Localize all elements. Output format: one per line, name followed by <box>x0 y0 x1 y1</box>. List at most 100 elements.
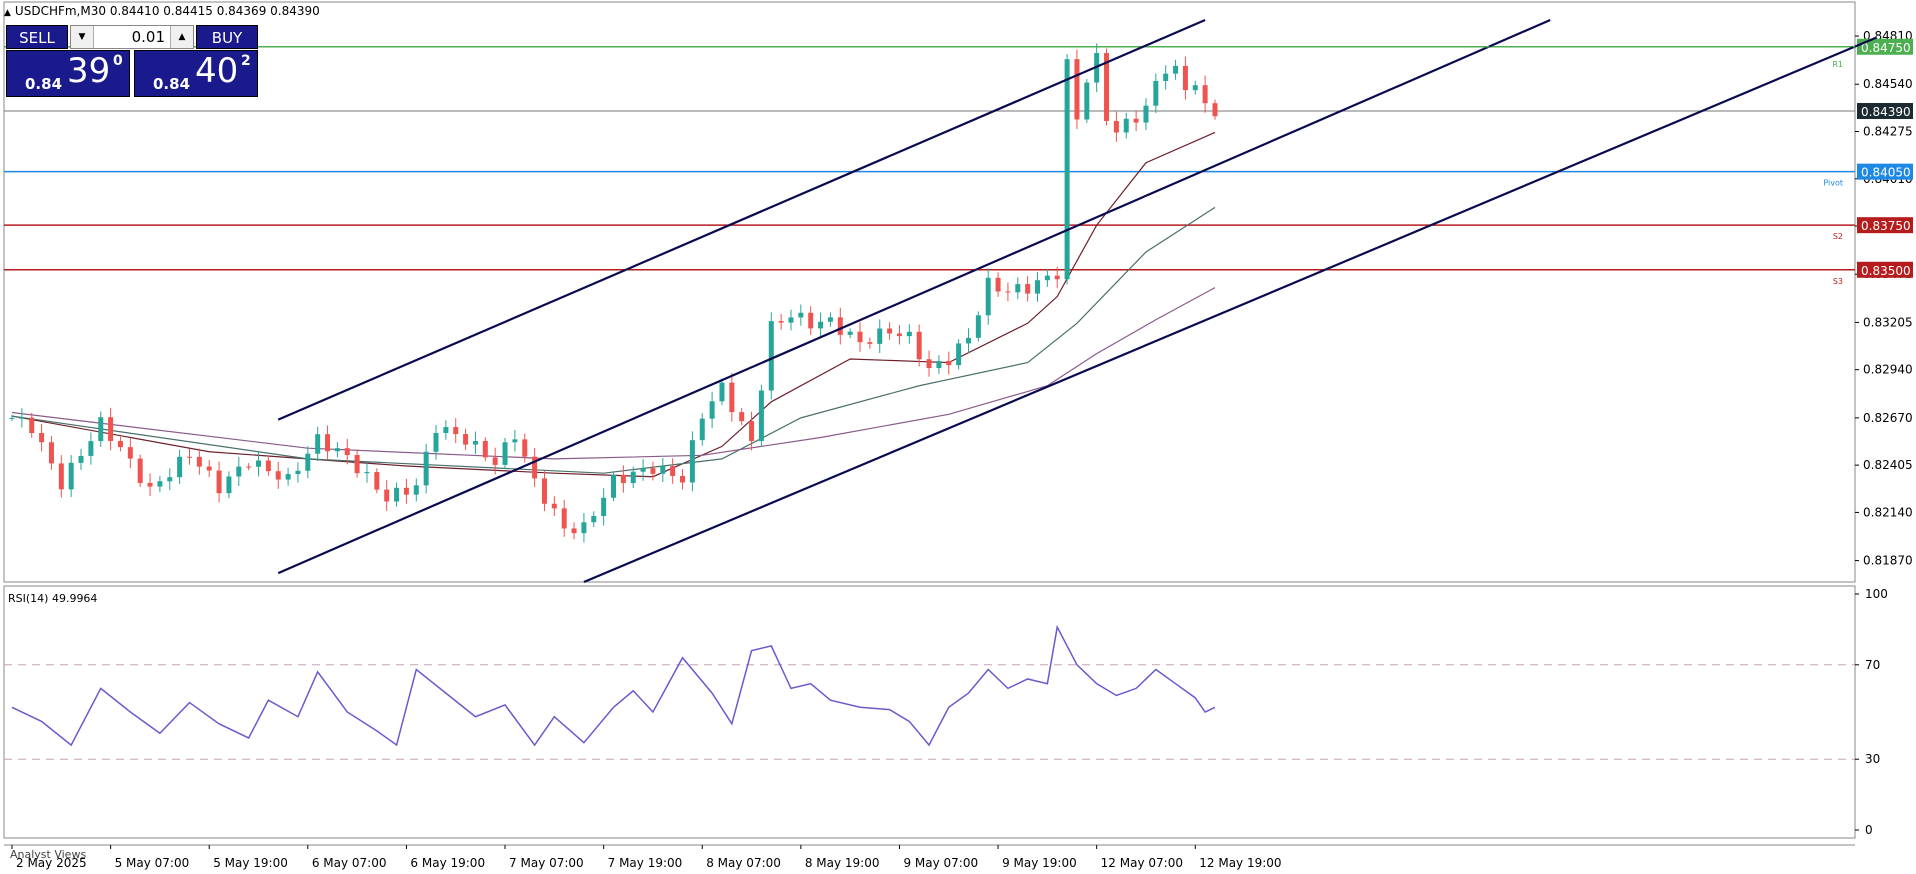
buy-button[interactable]: BUY <box>196 25 258 49</box>
candle <box>206 466 212 471</box>
moving-average-mid <box>11 206 1216 474</box>
candle <box>275 471 281 480</box>
candle <box>946 360 952 366</box>
candle <box>384 489 390 502</box>
candle <box>472 441 478 445</box>
candle <box>601 497 607 517</box>
rsi-title: RSI(14) 49.9964 <box>8 592 97 605</box>
y-tick-label: 0.84540 <box>1863 77 1913 91</box>
candle <box>1064 59 1070 280</box>
candle <box>1192 85 1198 91</box>
candle <box>137 458 143 483</box>
x-tick-label: 5 May 07:00 <box>115 856 190 870</box>
x-tick-label: 2 May 2025 <box>16 856 87 870</box>
channel-line-upper[interactable] <box>277 18 1206 421</box>
candle <box>660 466 666 474</box>
candle <box>1104 53 1110 121</box>
ask-price-prefix: 0.84 <box>153 75 191 93</box>
y-tick-label: 0.82670 <box>1863 411 1913 425</box>
candle <box>709 401 715 419</box>
ask-price-pips: 40 <box>195 51 239 91</box>
candle <box>689 440 695 483</box>
candle <box>768 321 774 391</box>
candle <box>1202 85 1208 104</box>
candle <box>916 331 922 360</box>
candle <box>541 478 547 504</box>
moving-average-slow <box>11 287 1216 460</box>
candle <box>778 321 784 323</box>
candle <box>256 460 262 467</box>
candle <box>867 342 873 344</box>
bid-price-fraction: 0 <box>113 53 123 69</box>
level-price-label: 0.83500 <box>1861 264 1911 278</box>
candle <box>788 317 794 323</box>
level-tag-s2: S2 <box>1833 232 1843 241</box>
candle <box>265 460 271 472</box>
level-tag-pivot: Pivot <box>1823 179 1843 188</box>
candle <box>887 328 893 334</box>
ask-price-display[interactable]: 0.84 40 2 <box>134 50 258 97</box>
rsi-tick-label: 100 <box>1865 587 1888 601</box>
candle <box>985 277 991 316</box>
candle <box>1133 118 1139 123</box>
candle <box>374 472 380 490</box>
candle <box>127 447 133 459</box>
candle <box>680 475 686 483</box>
rsi-tick-label: 30 <box>1865 752 1880 766</box>
y-tick-label: 0.84275 <box>1863 125 1913 139</box>
rsi-tick-label: 0 <box>1865 823 1873 837</box>
candle <box>798 312 804 318</box>
channel-line-middle[interactable] <box>277 18 1551 575</box>
candle <box>443 427 449 434</box>
x-tick-label: 6 May 19:00 <box>410 856 485 870</box>
lot-increase-icon[interactable]: ▲ <box>170 26 193 48</box>
level-price-box <box>1857 38 1913 55</box>
candle <box>9 417 15 419</box>
y-tick-label: 0.81870 <box>1863 554 1913 568</box>
lot-size-input[interactable] <box>95 27 165 47</box>
candle <box>758 390 764 442</box>
y-tick-label: 0.82405 <box>1863 458 1913 472</box>
candle <box>522 439 528 457</box>
candle <box>1173 65 1179 74</box>
bid-price-display[interactable]: 0.84 39 0 <box>6 50 130 97</box>
candle <box>1153 80 1159 106</box>
candle <box>186 456 192 458</box>
level-tag-r1: R1 <box>1832 60 1843 69</box>
candle <box>246 466 252 468</box>
candle <box>354 455 360 474</box>
candle <box>926 359 932 369</box>
candle <box>1163 73 1169 81</box>
candle <box>857 331 863 343</box>
candle <box>699 418 705 441</box>
bid-price-prefix: 0.84 <box>25 75 63 93</box>
candle <box>147 482 153 487</box>
level-price-label: 0.84750 <box>1861 41 1911 55</box>
candle <box>591 516 597 523</box>
candle <box>167 477 173 482</box>
candle <box>453 427 459 435</box>
candle <box>19 417 25 419</box>
candle <box>325 434 331 452</box>
candle <box>995 277 1001 292</box>
candle <box>58 463 64 490</box>
x-tick-label: 5 May 19:00 <box>213 856 288 870</box>
collapse-triangle-icon[interactable]: ▲ <box>4 8 11 18</box>
candle <box>305 453 311 471</box>
x-tick-label: 12 May 07:00 <box>1101 856 1183 870</box>
candle <box>433 433 439 452</box>
current-price-label: 0.84390 <box>1861 105 1911 119</box>
candle <box>1054 275 1060 280</box>
lot-decrease-icon[interactable]: ▼ <box>71 26 94 48</box>
sell-button[interactable]: SELL <box>6 25 68 49</box>
rsi-line <box>11 624 1216 747</box>
channel-line-lower[interactable] <box>583 36 1877 584</box>
candle <box>729 382 735 413</box>
candle <box>581 522 587 534</box>
candle <box>502 442 508 465</box>
analyst-views-tab[interactable]: Analyst Views <box>10 848 87 861</box>
level-price-label: 0.84050 <box>1861 166 1911 180</box>
level-price-box <box>1857 217 1913 234</box>
candle <box>1074 59 1080 120</box>
